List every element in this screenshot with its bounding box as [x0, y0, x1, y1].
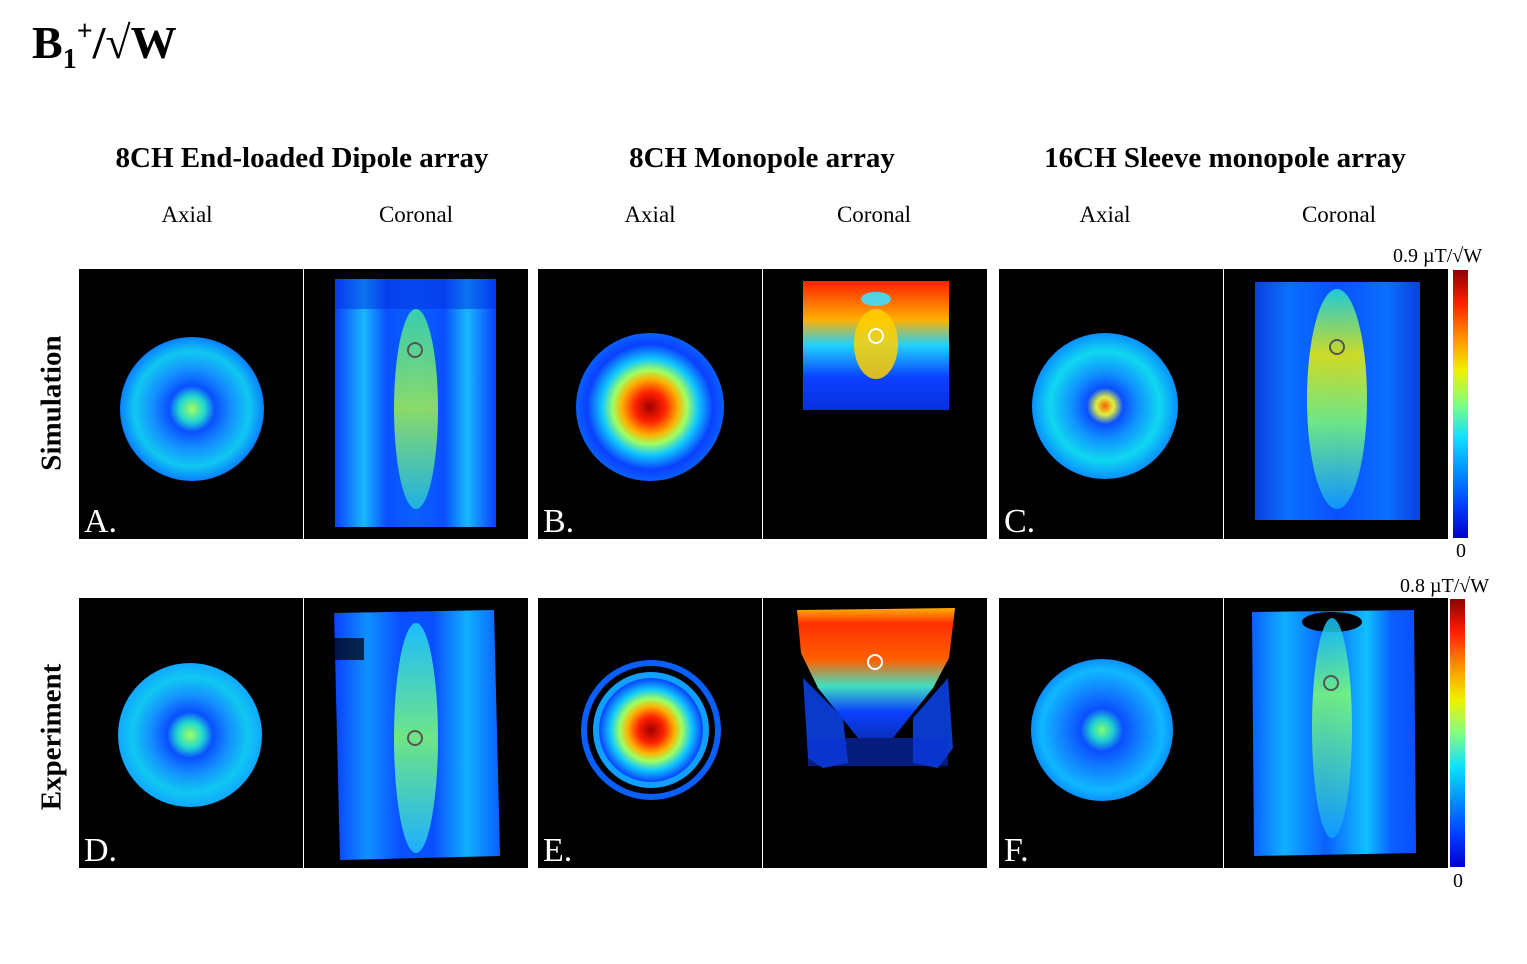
panel-f-coronal-map — [1224, 598, 1448, 868]
panel-e-coronal-map — [763, 598, 987, 868]
panel-b-axial-map: B. — [538, 269, 762, 539]
panel-label-c: C. — [1004, 503, 1036, 539]
panel-label-a: A. — [84, 503, 118, 539]
panel-label-e: E. — [543, 832, 573, 868]
view-label-coronal: Coronal — [378, 202, 454, 227]
panel-label-b: B. — [543, 503, 575, 539]
panel-label-f: F. — [1004, 832, 1029, 868]
colorbar-experiment — [1450, 599, 1465, 867]
row-label-experiment: Experiment — [35, 663, 68, 811]
panel-d-coronal-map — [304, 598, 528, 868]
figure-title: B1+/√W — [32, 16, 177, 75]
panel-b-coronal-map — [763, 269, 987, 539]
panel-label-d: D. — [84, 832, 118, 868]
group-title-monopole: 8CH Monopole array — [629, 142, 895, 174]
colorbar-simulation — [1453, 270, 1468, 538]
view-label-axial: Axial — [1079, 202, 1131, 227]
view-label-coronal: Coronal — [836, 202, 912, 227]
view-label-axial: Axial — [624, 202, 676, 227]
colorbar-min-simulation: 0 — [1456, 540, 1466, 562]
group-title-sleeve-monopole: 16CH Sleeve monopole array — [1044, 142, 1406, 174]
panel-a-coronal-map — [304, 269, 528, 539]
panel-f-axial-map: F. — [999, 598, 1223, 868]
colorbar-max-simulation: 0.9 µT/√W — [1393, 245, 1483, 267]
panel-c-coronal-map — [1224, 269, 1448, 539]
panel-a-axial-map: A. — [79, 269, 303, 539]
view-label-axial: Axial — [161, 202, 213, 227]
panel-e-axial-map: E. — [538, 598, 762, 868]
row-label-simulation: Simulation — [35, 335, 68, 471]
colorbar-max-experiment: 0.8 µT/√W — [1400, 575, 1490, 597]
view-label-coronal: Coronal — [1301, 202, 1377, 227]
group-title-dipole: 8CH End-loaded Dipole array — [115, 142, 489, 174]
panel-d-axial-map: D. — [79, 598, 303, 868]
panel-c-axial-map: C. — [999, 269, 1223, 539]
colorbar-min-experiment: 0 — [1453, 870, 1463, 892]
